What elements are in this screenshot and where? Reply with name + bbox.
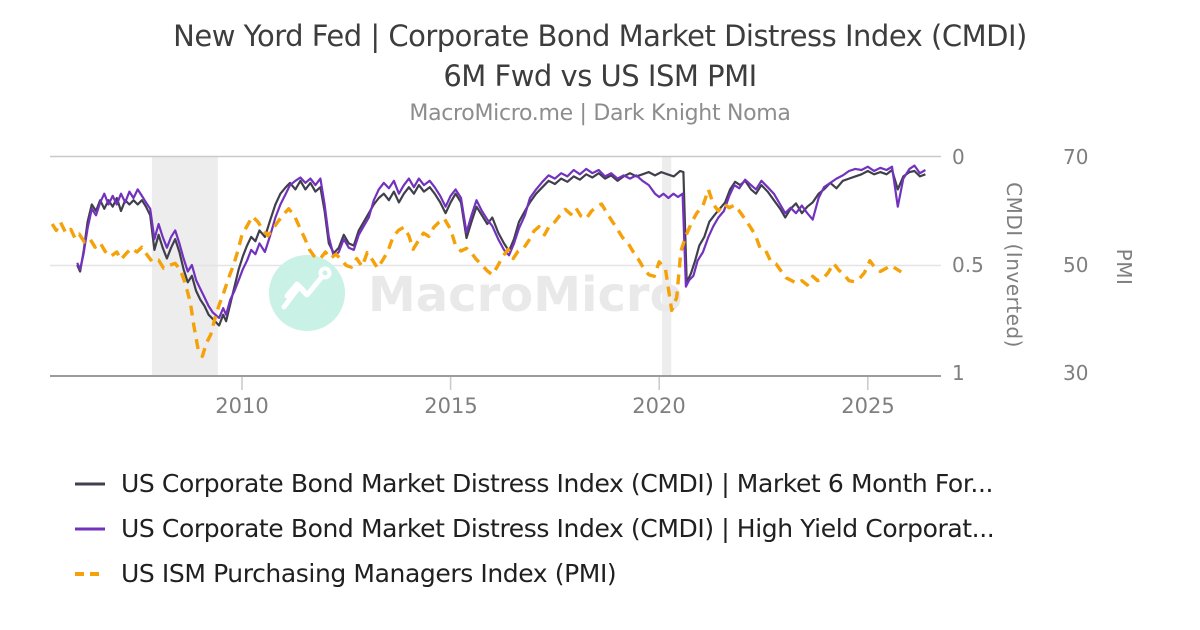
- chart-title: New Yord Fed | Corporate Bond Market Dis…: [0, 16, 1200, 96]
- pmi-axis-title: PMI: [1112, 248, 1136, 286]
- pmi-tick-50: 50: [1063, 253, 1089, 277]
- macromicro-watermark: MacroMicro: [269, 255, 683, 331]
- chart-title-line1: New Yord Fed | Corporate Bond Market Dis…: [173, 19, 1027, 53]
- x-tick-2025: 2025: [841, 394, 895, 418]
- cmdi-tick-0: 0: [952, 145, 965, 169]
- legend: US Corporate Bond Market Distress Index …: [73, 467, 995, 602]
- pmi-tick-70: 70: [1063, 145, 1089, 169]
- x-tick-2010: 2010: [215, 394, 269, 418]
- legend-swatch-line-icon: [75, 482, 105, 485]
- plot-area[interactable]: MacroMicro: [50, 150, 950, 395]
- cmdi-axis-title: CMDI (Inverted): [1002, 182, 1026, 348]
- legend-swatch-line-icon: [75, 527, 105, 530]
- chart-subtitle: MacroMicro.me | Dark Knight Noma: [409, 101, 791, 126]
- legend-label: US Corporate Bond Market Distress Index …: [121, 514, 995, 543]
- x-axis-tick-marks: [241, 377, 869, 390]
- x-tick-2015: 2015: [424, 394, 478, 418]
- series-line: [76, 168, 926, 327]
- chart-title-line2: 6M Fwd vs US ISM PMI: [443, 59, 757, 93]
- series-line: [76, 164, 926, 319]
- legend-label: US Corporate Bond Market Distress Index …: [121, 469, 994, 498]
- x-axis: [50, 375, 941, 390]
- legend-item-cmdi-market[interactable]: US Corporate Bond Market Distress Index …: [73, 467, 994, 500]
- cmdi-tick-1: 1: [952, 361, 965, 385]
- x-tick-2020: 2020: [632, 394, 686, 418]
- legend-label: US ISM Purchasing Managers Index (PMI): [121, 559, 617, 588]
- watermark-text: MacroMicro: [368, 267, 683, 323]
- cmdi-tick-0_5: 0.5: [952, 253, 984, 277]
- series-line: [50, 187, 903, 359]
- gridlines: [50, 155, 941, 267]
- pmi-tick-30: 30: [1063, 361, 1089, 385]
- legend-swatch-dashed-line-icon: [75, 571, 105, 576]
- legend-item-ism-pmi[interactable]: US ISM Purchasing Managers Index (PMI): [73, 557, 994, 590]
- series-lines: [50, 164, 926, 359]
- legend-item-cmdi-high-yield[interactable]: US Corporate Bond Market Distress Index …: [73, 512, 995, 545]
- macromicro-mountain-logo-icon: [281, 266, 332, 310]
